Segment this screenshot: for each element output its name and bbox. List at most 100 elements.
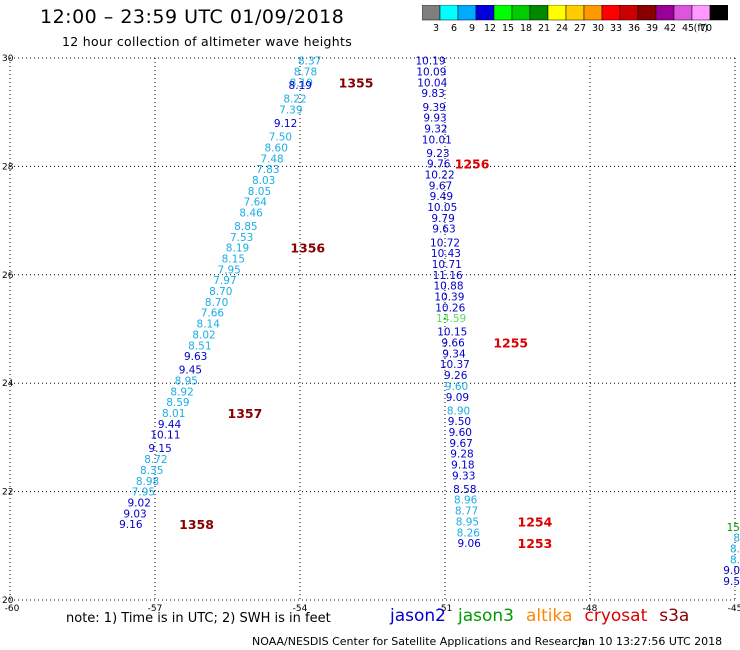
- wave-height-value: 14.59: [436, 313, 466, 325]
- wave-height-value: 8.77: [455, 506, 478, 518]
- lon-tick-label: -54: [293, 604, 308, 614]
- color-unit-label: (ft): [694, 23, 708, 34]
- wave-height-value: 7.48: [260, 153, 283, 165]
- wave-height-value: 9.44: [158, 419, 182, 431]
- wave-height-value: 8.95: [175, 375, 198, 387]
- wave-height-value: 7.66: [201, 308, 225, 320]
- color-swatch: [709, 5, 728, 21]
- wave-height-value: 9.09: [446, 392, 469, 404]
- wave-height-value: 9.16: [119, 519, 143, 531]
- color-level-label: 6: [451, 23, 457, 34]
- wave-height-value: 10.05: [427, 202, 457, 214]
- wave-height-value: 8.58: [453, 484, 476, 496]
- wave-height-value: 10.19: [415, 56, 445, 68]
- mission-label: altika: [526, 606, 573, 626]
- wave-height-value: 10.71: [432, 259, 462, 271]
- wave-height-value: 8.19: [289, 80, 312, 92]
- color-level-label: 70: [700, 23, 712, 34]
- wave-height-value: 8.05: [248, 186, 271, 198]
- lat-tick-label: 28: [2, 162, 14, 172]
- footer-note: note: 1) Time is in UTC; 2) SWH is in fe…: [66, 611, 331, 626]
- lon-tick-label: -48: [583, 604, 598, 614]
- wave-height-value: 7.53: [230, 232, 253, 244]
- wave-height-value: 8.59: [166, 397, 189, 409]
- wave-height-value-edge: 8.: [730, 554, 740, 566]
- wave-height-value: 8.19: [226, 243, 249, 255]
- color-scale-legend: 3 6 9 12 15 18 21 24 27 30 33 36 39 42 45 70(ft): [422, 5, 728, 34]
- lat-tick-label: 26: [2, 271, 14, 281]
- pass-time-label: 1256: [455, 157, 490, 172]
- wave-height-value: 9.03: [123, 508, 146, 520]
- wave-height-value: 10.43: [431, 248, 461, 260]
- wave-height-value: 8.90: [447, 405, 470, 417]
- wave-height-value: 9.50: [448, 416, 471, 428]
- wave-height-value: 9.34: [442, 348, 466, 360]
- lat-tick-label: 22: [2, 488, 13, 498]
- wave-height-value: 9.02: [128, 497, 151, 509]
- mission-label: cryosat: [584, 606, 648, 626]
- wave-height-value: 9.06: [457, 538, 481, 550]
- wave-height-value: 9.12: [274, 118, 297, 130]
- color-level-label: 15: [502, 23, 514, 34]
- wave-height-value: 7.64: [244, 197, 268, 209]
- mission-legend: jason2 jason3 altika cryosat s3a: [390, 606, 701, 626]
- wave-height-value: 8.14: [197, 319, 221, 331]
- wave-height-value: 8.02: [192, 329, 215, 341]
- color-level-label: 3: [433, 23, 439, 34]
- wave-height-value: 10.37: [440, 359, 470, 371]
- wave-height-value: 9.23: [426, 148, 449, 160]
- pass-time-label: 1357: [228, 406, 263, 421]
- wave-height-value: 9.26: [444, 370, 468, 382]
- wave-height-value: 9.66: [441, 338, 465, 350]
- wave-height-value: 8.22: [283, 94, 306, 106]
- wave-height-value: 8.78: [294, 67, 317, 79]
- wave-height-value: 8.35: [140, 465, 163, 477]
- wave-height-value: 7.39: [279, 104, 302, 116]
- wave-height-value: 8.72: [144, 454, 167, 466]
- wave-height-value: 10.88: [433, 281, 463, 293]
- color-level-label: 36: [628, 23, 640, 34]
- wave-height-value: 8.92: [170, 386, 193, 398]
- wave-height-value: 8.51: [188, 340, 211, 352]
- page-title: 12:00 – 23:59 UTC 01/09/2018: [40, 6, 345, 28]
- wave-height-value: 7.95: [132, 487, 155, 499]
- wave-height-value: 10.22: [425, 170, 455, 182]
- color-level-label: 18: [520, 23, 532, 34]
- wave-height-value: 8.95: [456, 516, 479, 528]
- wave-height-value: 7.83: [256, 164, 279, 176]
- wave-height-value: 8.15: [222, 254, 245, 266]
- wave-height-value: 8.26: [457, 527, 481, 539]
- wave-height-value: 9.45: [179, 365, 202, 377]
- lon-tick-label: -45: [728, 604, 740, 614]
- wave-height-value: 8.70: [205, 297, 228, 309]
- wave-height-value: 9.63: [184, 351, 207, 363]
- lon-tick-label: -57: [148, 604, 163, 614]
- mission-label: jason2: [390, 606, 446, 626]
- wave-height-value: 9.18: [451, 460, 474, 472]
- color-level-label: 24: [556, 23, 568, 34]
- wave-height-value: 8.03: [252, 175, 275, 187]
- wave-height-value: 9.76: [427, 159, 451, 171]
- wave-height-value-edge: 8: [733, 533, 740, 545]
- wave-height-value: 9.79: [431, 213, 454, 225]
- wave-height-value: 9.93: [423, 113, 446, 125]
- wave-height-value: 11.16: [433, 270, 463, 282]
- wave-height-value: 10.26: [435, 302, 465, 314]
- mission-label: s3a: [659, 606, 690, 626]
- wave-height-value: 9.33: [452, 470, 475, 482]
- wave-height-value: 10.09: [416, 67, 446, 79]
- wave-height-value: 9.67: [449, 438, 472, 450]
- color-level-label: 27: [574, 23, 586, 34]
- lon-tick-label: -60: [5, 604, 20, 614]
- color-level-label: 9: [469, 23, 475, 34]
- wave-height-value: 10.01: [422, 134, 452, 146]
- wave-height-value: 10.39: [434, 291, 464, 303]
- wave-height-value: 9.60: [449, 427, 472, 439]
- wave-height-value: 10.15: [437, 327, 467, 339]
- wave-height-value-edge: 8.: [730, 544, 740, 556]
- wave-height-value-edge: 15: [727, 522, 740, 534]
- wave-height-value: 9.63: [432, 224, 455, 236]
- color-level-label: 42: [664, 23, 676, 34]
- wave-height-value: 7.50: [269, 132, 292, 144]
